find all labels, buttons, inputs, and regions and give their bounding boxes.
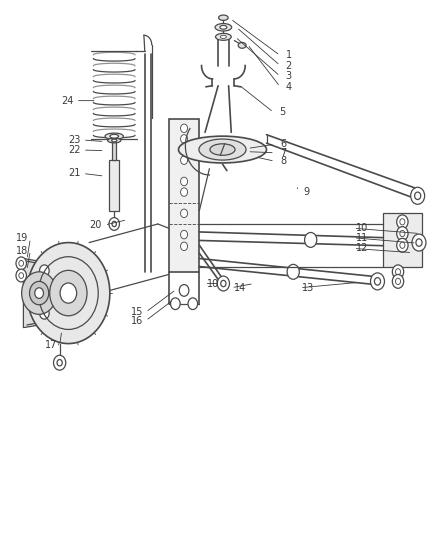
Ellipse shape xyxy=(108,138,121,143)
Circle shape xyxy=(170,298,180,310)
Circle shape xyxy=(400,219,405,225)
Circle shape xyxy=(179,285,189,296)
FancyBboxPatch shape xyxy=(110,160,119,211)
Ellipse shape xyxy=(220,35,226,38)
Circle shape xyxy=(180,135,187,143)
Circle shape xyxy=(400,242,405,248)
Text: 3: 3 xyxy=(286,71,292,81)
Circle shape xyxy=(287,264,299,279)
Circle shape xyxy=(19,273,24,278)
Text: 8: 8 xyxy=(281,156,287,166)
Circle shape xyxy=(392,274,404,288)
Circle shape xyxy=(400,230,405,237)
Ellipse shape xyxy=(112,139,117,142)
Polygon shape xyxy=(383,213,422,266)
Ellipse shape xyxy=(219,15,228,20)
Text: 19: 19 xyxy=(15,233,28,244)
Text: 12: 12 xyxy=(356,244,368,253)
Circle shape xyxy=(21,272,57,314)
Text: 11: 11 xyxy=(356,233,368,243)
Text: 6: 6 xyxy=(281,139,287,149)
Text: 21: 21 xyxy=(68,168,80,179)
Text: 2: 2 xyxy=(286,61,292,70)
Text: 5: 5 xyxy=(279,107,286,117)
Circle shape xyxy=(39,265,49,277)
Circle shape xyxy=(180,156,187,165)
Ellipse shape xyxy=(199,139,246,160)
Circle shape xyxy=(371,273,385,290)
Text: 4: 4 xyxy=(286,82,292,92)
Circle shape xyxy=(397,238,408,252)
Circle shape xyxy=(60,283,77,303)
Ellipse shape xyxy=(210,144,235,155)
Circle shape xyxy=(397,215,408,229)
Text: 16: 16 xyxy=(131,316,143,326)
Ellipse shape xyxy=(110,134,119,138)
Circle shape xyxy=(221,280,226,287)
FancyBboxPatch shape xyxy=(112,139,117,160)
Circle shape xyxy=(396,278,401,285)
Text: 10: 10 xyxy=(356,223,368,233)
Text: 10: 10 xyxy=(207,279,219,288)
Ellipse shape xyxy=(215,34,231,41)
Ellipse shape xyxy=(215,23,232,31)
Text: 14: 14 xyxy=(234,283,246,293)
Bar xyxy=(169,119,199,272)
Circle shape xyxy=(19,261,24,266)
Text: 23: 23 xyxy=(68,135,80,145)
Circle shape xyxy=(180,177,187,185)
Circle shape xyxy=(57,360,62,366)
Ellipse shape xyxy=(105,133,124,140)
Circle shape xyxy=(180,209,187,217)
Circle shape xyxy=(16,257,26,270)
Ellipse shape xyxy=(220,26,227,29)
Circle shape xyxy=(392,265,404,279)
Circle shape xyxy=(39,276,49,287)
Circle shape xyxy=(374,278,381,285)
Circle shape xyxy=(415,192,421,199)
Circle shape xyxy=(27,243,110,344)
Circle shape xyxy=(188,298,198,310)
Circle shape xyxy=(411,187,425,204)
Circle shape xyxy=(29,281,49,305)
Text: 1: 1 xyxy=(286,51,292,60)
Text: 17: 17 xyxy=(45,340,57,350)
Circle shape xyxy=(180,124,187,133)
Text: 18: 18 xyxy=(15,246,28,255)
Circle shape xyxy=(217,276,230,291)
Circle shape xyxy=(180,230,187,239)
Polygon shape xyxy=(23,259,55,328)
Circle shape xyxy=(304,232,317,247)
Ellipse shape xyxy=(178,136,266,163)
Circle shape xyxy=(109,217,120,230)
Circle shape xyxy=(412,234,426,251)
Circle shape xyxy=(16,269,26,282)
Text: 9: 9 xyxy=(303,187,309,197)
Text: 24: 24 xyxy=(61,95,73,106)
Text: 13: 13 xyxy=(302,283,314,293)
Circle shape xyxy=(180,242,187,251)
Circle shape xyxy=(49,270,87,316)
Circle shape xyxy=(35,288,43,298)
Text: 20: 20 xyxy=(90,220,102,230)
Circle shape xyxy=(39,308,49,319)
Text: 7: 7 xyxy=(280,148,287,158)
Ellipse shape xyxy=(238,43,246,49)
Circle shape xyxy=(112,221,117,227)
Text: 22: 22 xyxy=(68,145,80,155)
Circle shape xyxy=(39,297,49,309)
Text: 15: 15 xyxy=(131,307,143,317)
Circle shape xyxy=(53,356,66,370)
Circle shape xyxy=(396,269,401,275)
Circle shape xyxy=(416,239,422,246)
Circle shape xyxy=(39,286,49,298)
Circle shape xyxy=(180,188,187,196)
Circle shape xyxy=(397,227,408,240)
